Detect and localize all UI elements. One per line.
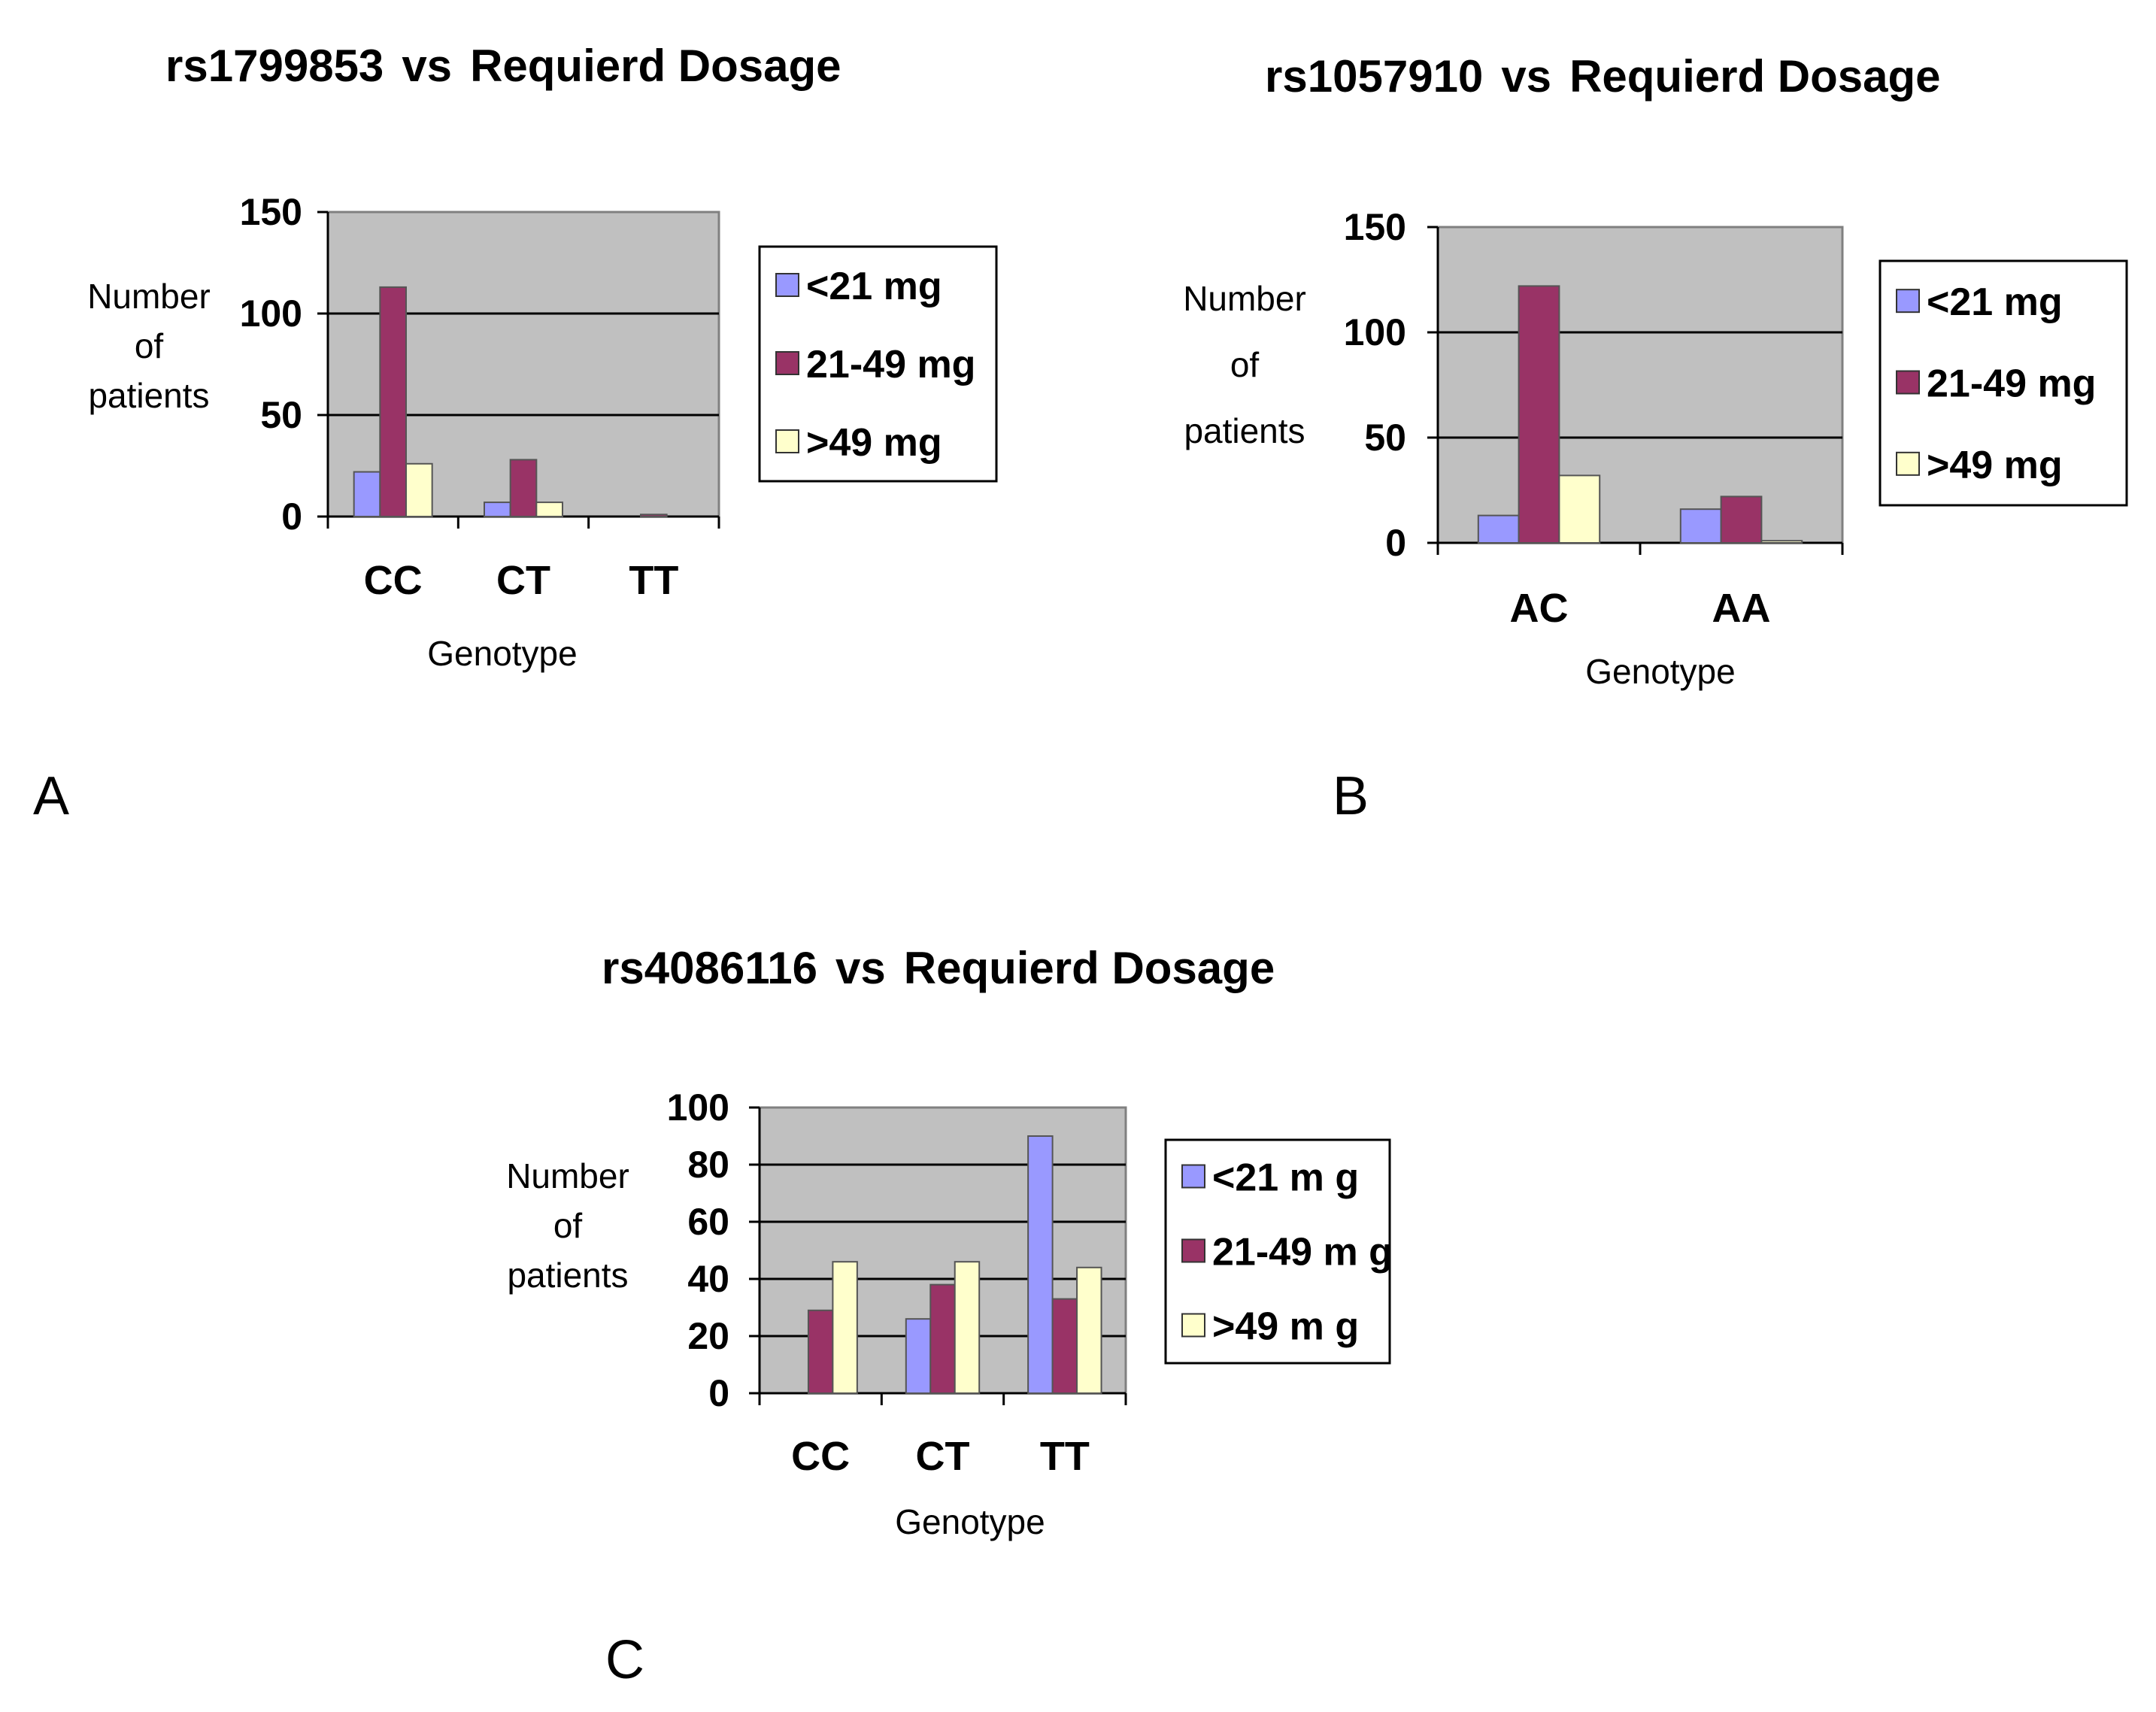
y-tick-label: 150 bbox=[1344, 206, 1406, 248]
panel-label-a: A bbox=[33, 766, 69, 826]
bar bbox=[1477, 514, 1520, 544]
y-axis-label: Number bbox=[1183, 279, 1306, 318]
y-tick-label: 0 bbox=[281, 495, 302, 538]
y-axis-label: Number bbox=[87, 277, 211, 316]
chart-title: rs1799853 vs Requierd Dosage bbox=[165, 41, 841, 91]
bar bbox=[1720, 495, 1763, 544]
x-category-label: TT bbox=[1040, 1434, 1090, 1479]
y-tick-label: 150 bbox=[240, 191, 302, 233]
bar bbox=[1760, 540, 1803, 544]
y-tick-label: 50 bbox=[260, 394, 302, 436]
bar bbox=[405, 462, 433, 517]
bar bbox=[640, 514, 668, 517]
panel-label-b: B bbox=[1333, 766, 1369, 826]
bar bbox=[1679, 508, 1722, 544]
x-category-label: CT bbox=[496, 558, 550, 603]
y-axis-label: of bbox=[553, 1206, 583, 1245]
bar bbox=[353, 471, 381, 517]
legend-label: <21 mg bbox=[806, 265, 942, 308]
legend-swatch bbox=[1896, 451, 1920, 476]
y-axis-label: of bbox=[135, 326, 164, 365]
y-axis-label: patients bbox=[1184, 411, 1305, 450]
bar bbox=[379, 286, 408, 517]
chart-a: rs1799853 vs Requierd Dosage 0 50 100 150 CC CT T… bbox=[87, 41, 998, 673]
chart-title: rs1057910 vs Requierd Dosage bbox=[1265, 51, 1941, 102]
x-axis-label: Genotype bbox=[427, 634, 577, 673]
bar bbox=[484, 501, 511, 517]
bar bbox=[1558, 474, 1601, 544]
y-axis-label: patients bbox=[88, 376, 209, 415]
legend-label: 21-49 mg bbox=[1927, 362, 2096, 406]
y-axis-label: patients bbox=[507, 1256, 628, 1295]
x-axis-label: Genotype bbox=[1585, 652, 1735, 691]
y-tick-label: 80 bbox=[687, 1144, 729, 1186]
legend-swatch bbox=[775, 429, 799, 453]
bar bbox=[807, 1309, 834, 1395]
legend-label: 21-49 mg bbox=[806, 343, 975, 386]
y-tick-label: 60 bbox=[687, 1201, 729, 1243]
legend-swatch bbox=[1181, 1313, 1205, 1338]
legend-label: <21 m g bbox=[1212, 1156, 1359, 1200]
x-category-label: TT bbox=[629, 558, 678, 603]
bar bbox=[954, 1261, 981, 1394]
x-category-label: CT bbox=[916, 1434, 970, 1479]
legend-label: <21 mg bbox=[1927, 280, 2063, 324]
y-tick-label: 100 bbox=[1344, 311, 1406, 353]
legend-swatch bbox=[1896, 289, 1920, 314]
bar bbox=[1027, 1135, 1054, 1394]
bar bbox=[1051, 1298, 1078, 1394]
y-tick-label: 100 bbox=[240, 292, 302, 335]
y-axis-label: of bbox=[1230, 345, 1260, 384]
chart-b: rs1057910 vs Requierd Dosage 0 50 100 150 AC AA N… bbox=[1183, 51, 2128, 691]
legend-label: 21-49 m g bbox=[1212, 1231, 1393, 1274]
legend-label: >49 mg bbox=[1927, 444, 2063, 487]
legend-swatch bbox=[775, 351, 799, 375]
bar bbox=[832, 1261, 858, 1394]
bar bbox=[1076, 1266, 1102, 1395]
plot-area bbox=[1436, 226, 1844, 544]
y-tick-label: 0 bbox=[708, 1372, 729, 1414]
chart-title: rs4086116 vs Requierd Dosage bbox=[602, 943, 1275, 993]
bar bbox=[535, 501, 563, 517]
chart-c: rs4086116 vs Requierd Dosage 0 20 40 60 80 100 CC… bbox=[506, 943, 1393, 1541]
legend-box bbox=[1879, 259, 2128, 507]
y-tick-label: 0 bbox=[1385, 522, 1406, 564]
y-axis-label: Number bbox=[506, 1156, 629, 1195]
y-tick-label: 50 bbox=[1364, 417, 1406, 459]
legend-label: >49 mg bbox=[806, 421, 942, 465]
bar bbox=[509, 459, 538, 518]
x-category-label: AA bbox=[1712, 586, 1771, 631]
x-category-label: AC bbox=[1510, 586, 1569, 631]
legend-swatch bbox=[1181, 1164, 1205, 1189]
bar bbox=[1518, 285, 1560, 544]
legend-swatch bbox=[1181, 1238, 1205, 1263]
legend-label: >49 m g bbox=[1212, 1305, 1359, 1349]
x-axis-label: Genotype bbox=[895, 1502, 1045, 1541]
y-tick-label: 100 bbox=[667, 1086, 729, 1129]
x-category-label: CC bbox=[364, 558, 423, 603]
bar bbox=[929, 1283, 956, 1394]
y-tick-label: 20 bbox=[687, 1315, 729, 1357]
legend-swatch bbox=[1896, 370, 1920, 395]
legend-swatch bbox=[775, 273, 799, 297]
x-category-label: CC bbox=[791, 1434, 850, 1479]
y-tick-label: 40 bbox=[687, 1258, 729, 1300]
panel-label-c: C bbox=[605, 1630, 644, 1690]
bar bbox=[905, 1318, 932, 1394]
